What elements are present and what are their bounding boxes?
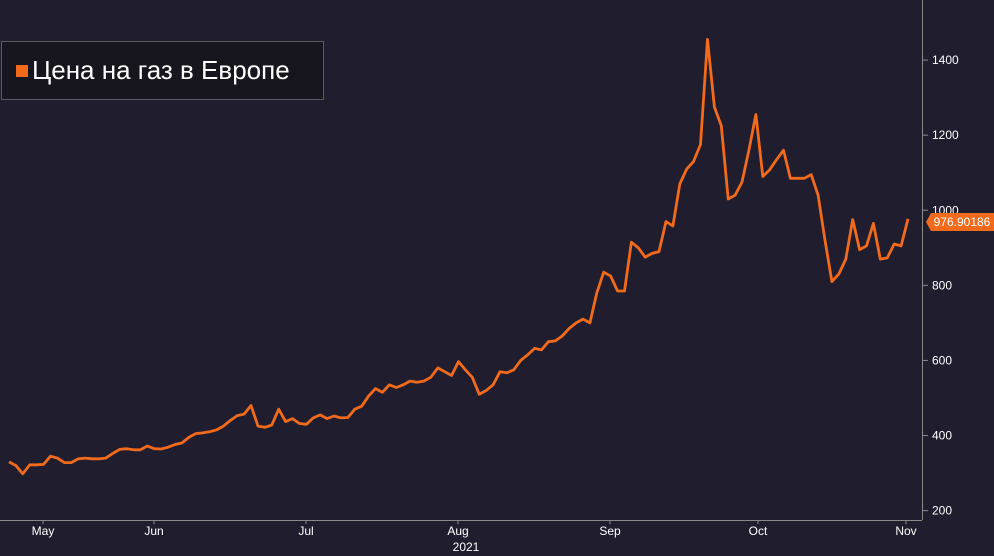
x-tick-label: May (32, 524, 55, 538)
x-tick-label: Jun (144, 524, 163, 538)
last-value-badge: 976.90186 (926, 213, 994, 231)
legend: Цена на газ в Европе (1, 41, 324, 100)
x-tick-label: Jul (298, 524, 313, 538)
last-value-label: 976.90186 (934, 215, 991, 229)
x-tick-label: Nov (895, 524, 916, 538)
x-tick-label: Oct (749, 524, 768, 538)
y-tick-label: 1400 (932, 53, 959, 67)
y-tick-label: 1200 (932, 128, 959, 142)
year-label: 2021 (453, 540, 480, 554)
x-axis-ticks: May Jun Jul Aug Sep Oct Nov (32, 520, 917, 538)
y-tick-label: 200 (932, 504, 952, 518)
x-tick-label: Sep (599, 524, 621, 538)
series-line-gas-price (8, 38, 910, 476)
y-tick-label: 400 (932, 429, 952, 443)
series-layer (8, 38, 910, 476)
y-tick-label: 600 (932, 353, 952, 367)
y-tick-label: 800 (932, 278, 952, 292)
legend-swatch (16, 64, 28, 77)
last-value-badge-shape (926, 213, 994, 231)
x-tick-label: Aug (447, 524, 468, 538)
legend-label: Цена на газ в Европе (32, 55, 290, 85)
